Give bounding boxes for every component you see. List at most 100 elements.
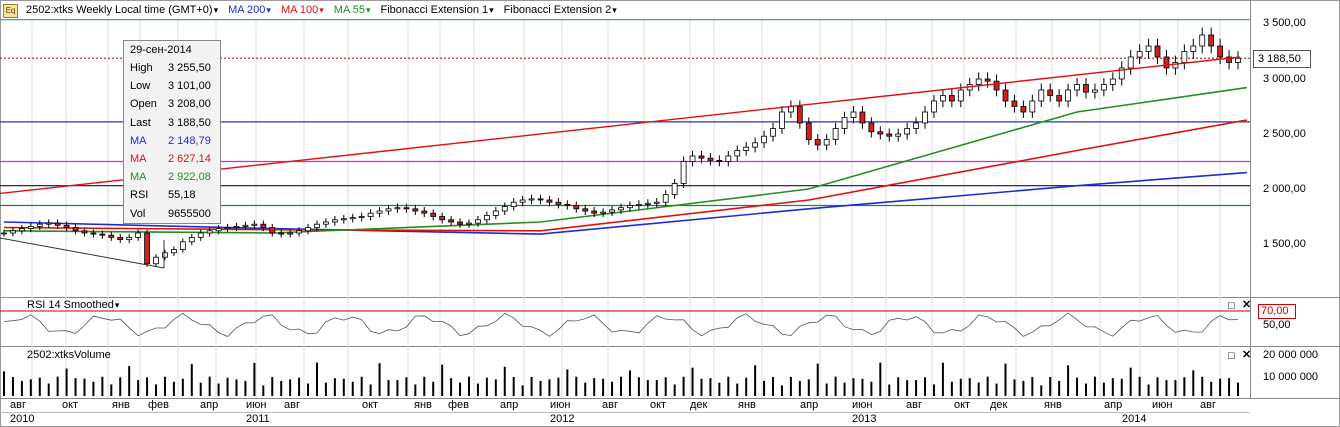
candle-body bbox=[367, 212, 374, 217]
volume-bar bbox=[593, 378, 596, 396]
candle-body bbox=[135, 232, 142, 238]
fib2-legend[interactable]: Fibonacci Extension 2 bbox=[504, 4, 617, 16]
candle-body bbox=[904, 128, 911, 135]
volume-bar bbox=[56, 376, 59, 396]
volume-bar bbox=[450, 378, 453, 396]
volume-bar bbox=[727, 376, 730, 396]
volume-bar bbox=[74, 378, 77, 396]
volume-bar bbox=[512, 376, 515, 396]
candle-body bbox=[725, 155, 732, 162]
candle-body bbox=[591, 210, 598, 214]
rsi-level-tag: 70,00 bbox=[1258, 304, 1296, 319]
volume-bar bbox=[915, 380, 918, 396]
volume-bar bbox=[1013, 379, 1016, 396]
volume-bar bbox=[101, 376, 104, 396]
tooltip-value: 2 627,14 bbox=[168, 153, 211, 166]
month-label: дек bbox=[690, 399, 708, 411]
month-label: июн bbox=[550, 399, 571, 411]
candle-body bbox=[1226, 56, 1232, 63]
instrument-icon[interactable]: Eq bbox=[3, 4, 18, 18]
candle-body bbox=[108, 234, 115, 238]
candle-body bbox=[1065, 89, 1072, 102]
volume-bar bbox=[1228, 378, 1231, 396]
volume-pane-title: 2502:xtksVolume bbox=[27, 349, 111, 361]
candle-body bbox=[895, 133, 902, 137]
close-icon[interactable]: ✕ bbox=[1242, 299, 1252, 311]
tooltip-value: 3 101,00 bbox=[168, 80, 211, 93]
candle-body bbox=[278, 232, 285, 235]
candle-body bbox=[170, 249, 177, 254]
volume-bar bbox=[360, 376, 363, 396]
month-label: фев bbox=[448, 399, 470, 411]
volume-bar bbox=[29, 379, 32, 396]
volume-bar bbox=[959, 378, 962, 396]
fib1-legend[interactable]: Fibonacci Extension 1 bbox=[381, 4, 494, 16]
month-label: июн bbox=[852, 399, 873, 411]
volume-bar bbox=[324, 382, 327, 396]
volume-bar bbox=[745, 377, 748, 396]
candle-body bbox=[1181, 51, 1188, 63]
rsi-pane-title[interactable]: RSI 14 Smoothed bbox=[27, 299, 119, 311]
trend-line-lower bbox=[0, 237, 165, 269]
candle-body bbox=[448, 219, 455, 223]
ma55-legend[interactable]: MA 55 bbox=[334, 4, 371, 16]
candle-body bbox=[743, 146, 750, 151]
month-label: авг bbox=[10, 399, 26, 411]
candle-body bbox=[716, 159, 723, 162]
volume-bar bbox=[315, 362, 318, 396]
volume-bar bbox=[414, 384, 417, 396]
volume-bar bbox=[870, 381, 873, 396]
candle-body bbox=[1002, 89, 1009, 102]
volume-bar bbox=[1129, 367, 1132, 396]
candle-body bbox=[215, 228, 222, 232]
candle-body bbox=[868, 122, 875, 133]
candle-body bbox=[1020, 106, 1027, 113]
volume-bar bbox=[244, 380, 247, 396]
maximize-icon[interactable]: □ bbox=[1228, 300, 1235, 312]
candle-body bbox=[153, 256, 159, 265]
candle-body bbox=[1235, 57, 1241, 63]
volume-bar bbox=[1237, 382, 1239, 396]
candle-body bbox=[841, 117, 848, 129]
candle-body bbox=[1217, 45, 1224, 58]
ma200-legend[interactable]: MA 200 bbox=[228, 4, 271, 16]
volume-bar bbox=[620, 376, 622, 396]
tooltip-row: Last 3 188,50 bbox=[124, 114, 220, 132]
candle-body bbox=[940, 95, 946, 102]
candle-body bbox=[877, 131, 884, 135]
volume-bar bbox=[110, 384, 113, 396]
maximize-icon[interactable]: □ bbox=[1228, 350, 1235, 362]
last-price-tag: 3 188,50 bbox=[1253, 50, 1311, 68]
month-label: янв bbox=[414, 399, 432, 411]
candle-body bbox=[564, 203, 571, 206]
tooltip-key: RSI bbox=[130, 189, 149, 202]
candle-body bbox=[1100, 84, 1107, 91]
candle-body bbox=[573, 205, 580, 210]
tooltip-key: Open bbox=[130, 98, 157, 111]
volume-bar bbox=[38, 377, 41, 396]
volume-bar bbox=[754, 365, 757, 396]
candle-body bbox=[707, 157, 714, 161]
instrument-title[interactable]: 2502:xtks Weekly Local time (GMT+0) bbox=[26, 4, 218, 16]
ma100-legend[interactable]: MA 100 bbox=[281, 4, 324, 16]
candle-body bbox=[1172, 62, 1179, 69]
candle-body bbox=[627, 205, 633, 209]
candle-body bbox=[519, 199, 526, 203]
volume-bar bbox=[637, 377, 640, 396]
volume-bar bbox=[146, 377, 149, 396]
candle-body bbox=[805, 122, 812, 140]
volume-bar bbox=[950, 381, 953, 396]
candle-body bbox=[957, 89, 964, 102]
volume-bar bbox=[396, 380, 399, 396]
candle-body bbox=[555, 201, 562, 205]
volume-bar bbox=[476, 383, 479, 396]
candle-body bbox=[850, 111, 857, 118]
volume-bar bbox=[700, 378, 703, 396]
close-icon[interactable]: ✕ bbox=[1242, 349, 1252, 361]
volume-bar bbox=[986, 376, 989, 396]
candle-body bbox=[188, 236, 195, 243]
candle-body bbox=[457, 221, 463, 225]
price-tick: 2 000,00 bbox=[1263, 183, 1306, 195]
month-label: окт bbox=[62, 399, 79, 411]
